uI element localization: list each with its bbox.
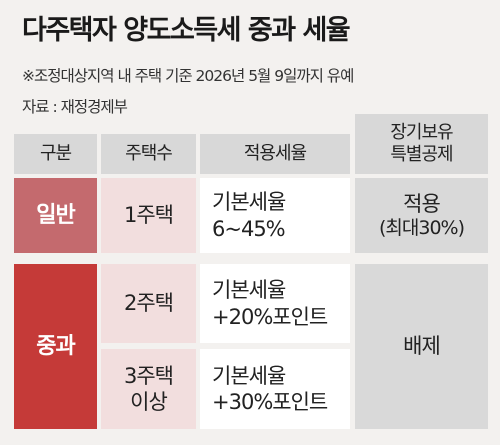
general-deduction-line2: (최대30%) [378,216,465,239]
page-title: 다주택자 양도소득세 중과 세율 [22,15,351,46]
heavy-row1-houses: 2주택 [101,264,196,343]
general-rate-line2: 6~45% [212,216,286,241]
header-category: 구분 [14,134,97,174]
header-category-label: 구분 [39,142,72,164]
category-heavy: 중과 [14,264,97,429]
footnote: ※조정대상지역 내 주택 기준 2026년 5월 9일까지 유예 [22,67,354,85]
heavy-row2-rate-line2: +30%포인트 [212,390,328,414]
general-houses: 1주택 [101,178,196,253]
category-heavy-label: 중과 [36,333,75,359]
category-general-label: 일반 [36,202,75,228]
header-deduction-line2: 특별공제 [390,144,453,165]
header-rate: 적용세율 [200,134,350,174]
category-general: 일반 [14,178,97,253]
header-houses-label: 주택수 [125,142,173,164]
heavy-row2-rate: 기본세율 +30%포인트 [200,349,350,429]
header-deduction: 장기보유 특별공제 [355,114,488,174]
header-rate-label: 적용세율 [243,142,307,164]
heavy-row1-rate-line2: +20%포인트 [212,304,328,329]
heavy-row2-rate-line1: 기본세율 [212,363,286,388]
heavy-row2-houses: 3주택 이상 [101,349,196,429]
heavy-deduction-label: 배제 [403,334,441,359]
header-deduction-line1: 장기보유 [390,121,453,143]
heavy-row2-houses-line1: 3주택 [123,363,174,388]
source-credit: 자료 : 재정경제부 [22,98,128,116]
heavy-row1-rate: 기본세율 +20%포인트 [200,264,350,343]
heavy-row1-houses-label: 2주택 [123,291,174,316]
heavy-row1-rate-line1: 기본세율 [212,278,286,303]
general-deduction: 적용 (최대30%) [355,178,488,253]
general-rate-line1: 기본세율 [212,190,286,215]
general-deduction-line1: 적용 [403,191,441,216]
heavy-deduction: 배제 [355,264,488,429]
general-houses-label: 1주택 [123,203,174,228]
header-houses: 주택수 [101,134,196,174]
heavy-row2-houses-line2: 이상 [130,390,168,414]
general-rate: 기본세율 6~45% [200,178,350,253]
